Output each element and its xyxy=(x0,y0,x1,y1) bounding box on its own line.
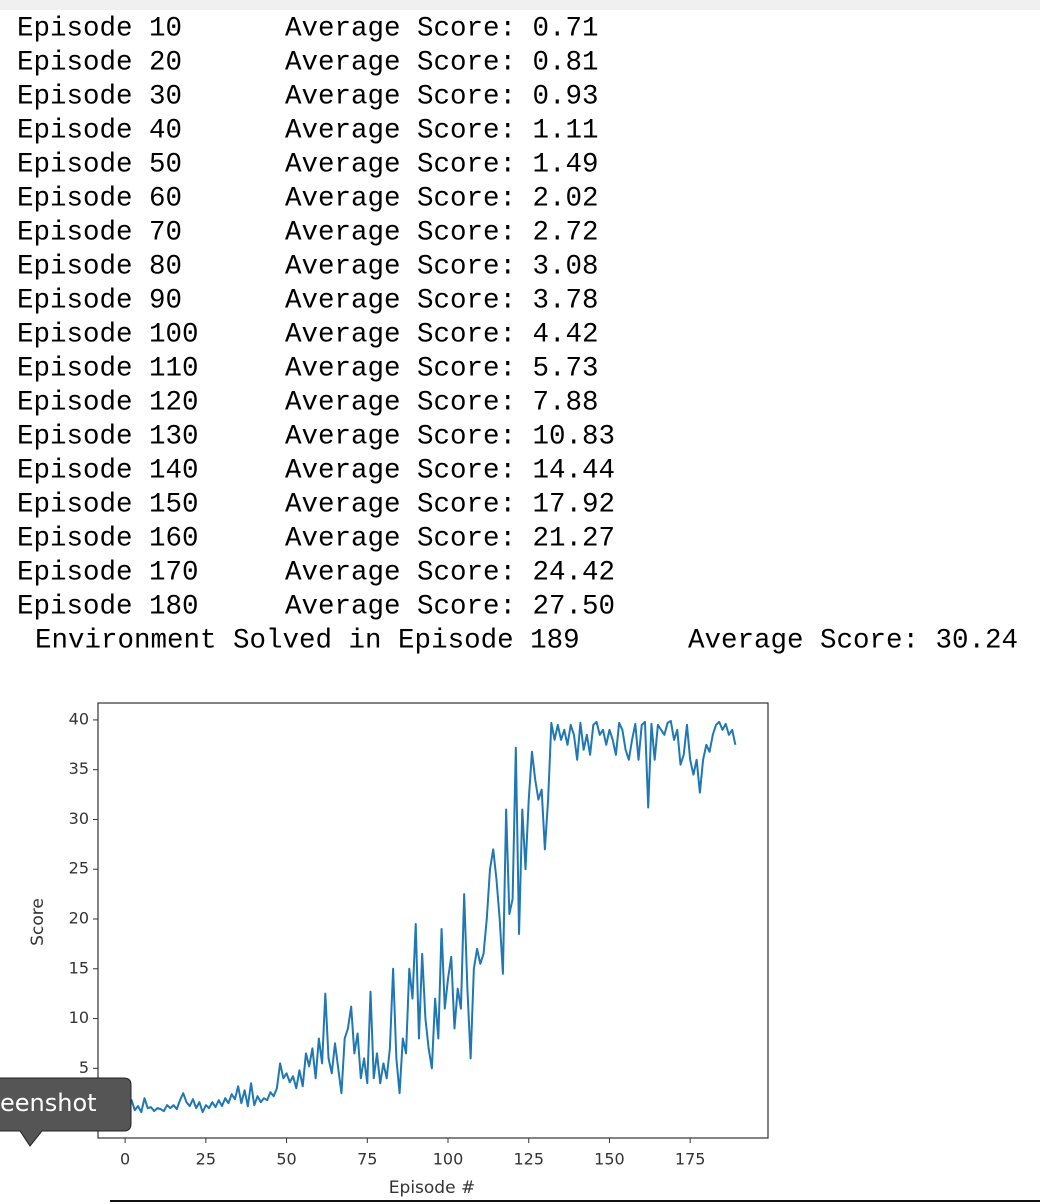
log-episode: Episode 170 xyxy=(17,557,199,588)
top-bar xyxy=(0,0,1040,10)
log-episode: Episode 90 xyxy=(17,285,182,316)
log-score: Average Score: 14.44 xyxy=(285,455,615,486)
log-score: Average Score: 3.08 xyxy=(285,251,599,282)
y-tick-label: 20 xyxy=(69,909,89,928)
log-score: Average Score: 4.42 xyxy=(285,319,599,350)
log-episode: Episode 150 xyxy=(17,489,199,520)
x-tick-label: 175 xyxy=(675,1150,706,1169)
y-tick-label: 10 xyxy=(69,1008,89,1027)
y-tick-label: 5 xyxy=(79,1058,89,1077)
log-episode: Episode 20 xyxy=(17,47,182,78)
log-score: Average Score: 5.73 xyxy=(285,353,599,384)
log-episode: Episode 40 xyxy=(17,115,182,146)
log-score: Average Score: 27.50 xyxy=(285,591,615,622)
log-episode: Episode 30 xyxy=(17,81,182,112)
y-axis-label: Score xyxy=(28,898,48,946)
x-tick-label: 100 xyxy=(433,1150,464,1169)
x-tick-label: 150 xyxy=(594,1150,625,1169)
log-score: Average Score: 10.83 xyxy=(285,421,615,452)
x-axis-label: Episode # xyxy=(389,1178,475,1198)
log-episode: Episode 70 xyxy=(17,217,182,248)
log-score: Average Score: 3.78 xyxy=(285,285,599,316)
log-score: Average Score: 21.27 xyxy=(285,523,615,554)
log-episode: Episode 110 xyxy=(17,353,199,384)
score-line xyxy=(124,719,737,1114)
log-episode: Episode 160 xyxy=(17,523,199,554)
x-tick-label: 25 xyxy=(196,1150,216,1169)
log-score: Average Score: 1.11 xyxy=(285,115,599,146)
screenshot-tooltip: eenshot xyxy=(0,1077,132,1147)
solved-episode: Environment Solved in Episode 189 xyxy=(35,625,580,656)
log-episode: Episode 60 xyxy=(17,183,182,214)
log-episode: Episode 50 xyxy=(17,149,182,180)
y-tick-label: 30 xyxy=(69,809,89,828)
log-score: Average Score: 24.42 xyxy=(285,557,615,588)
log-score: Average Score: 0.71 xyxy=(285,13,599,44)
log-episode: Episode 140 xyxy=(17,455,199,486)
log-score: Average Score: 1.49 xyxy=(285,149,599,180)
log-score: Average Score: 7.88 xyxy=(285,387,599,418)
tooltip-text: eenshot xyxy=(0,1089,97,1117)
log-episode: Episode 10 xyxy=(17,13,182,44)
log-score: Average Score: 2.72 xyxy=(285,217,599,248)
tooltip-box xyxy=(0,1077,132,1147)
x-tick-label: 0 xyxy=(120,1150,130,1169)
log-score: Average Score: 0.81 xyxy=(285,47,599,78)
log-episode: Episode 120 xyxy=(17,387,199,418)
log-score: Average Score: 17.92 xyxy=(285,489,615,520)
x-tick-label: 50 xyxy=(276,1150,296,1169)
y-tick-label: 15 xyxy=(69,958,89,977)
log-score: Average Score: 0.93 xyxy=(285,81,599,112)
log-episode: Episode 130 xyxy=(17,421,199,452)
log-episode: Episode 80 xyxy=(17,251,182,282)
log-episode: Episode 180 xyxy=(17,591,199,622)
y-tick-label: 40 xyxy=(69,709,89,728)
solved-score: Average Score: 30.24 xyxy=(688,625,1018,656)
x-tick-label: 125 xyxy=(513,1150,544,1169)
y-tick-label: 35 xyxy=(69,759,89,778)
x-tick-label: 75 xyxy=(357,1150,377,1169)
y-tick-label: 25 xyxy=(69,859,89,878)
log-episode: Episode 100 xyxy=(17,319,199,350)
log-score: Average Score: 2.02 xyxy=(285,183,599,214)
plot-frame xyxy=(97,702,769,1139)
